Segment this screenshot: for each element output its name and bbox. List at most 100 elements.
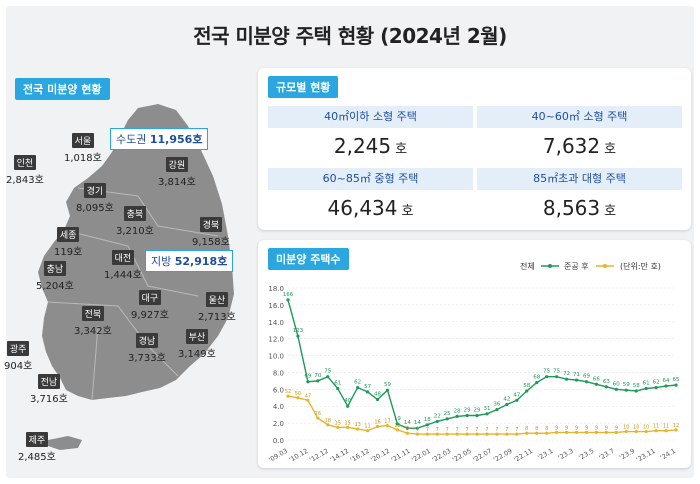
data-label-completed: 17 — [384, 419, 390, 425]
data-label-total: 75 — [324, 369, 331, 375]
x-tick-label: '22.07 — [472, 447, 494, 464]
point-total — [415, 426, 419, 430]
point-completed — [485, 432, 489, 436]
point-completed — [624, 429, 628, 434]
data-label-completed: 26 — [315, 411, 321, 417]
size-value-over85: 8,563 호 — [542, 196, 617, 220]
region-gangwon: 강원 3,814호 — [158, 157, 196, 188]
size-head-40to60: 40~60㎡ 소형 주택 — [477, 106, 682, 128]
data-label-total: 75 — [543, 369, 550, 375]
data-label-completed: 8 — [535, 426, 538, 432]
legend-total-label: 전체 — [520, 261, 535, 271]
point-total — [356, 386, 360, 390]
unit-note: (단위:만 호) — [620, 261, 661, 271]
point-completed — [465, 432, 469, 436]
region-jeonbuk: 전북 3,342호 — [74, 306, 112, 337]
data-label-total: 62 — [354, 380, 361, 386]
region-daegu: 대구 9,927호 — [131, 290, 169, 321]
data-label-total: 72 — [563, 371, 570, 377]
point-completed — [515, 432, 519, 436]
point-total — [365, 390, 370, 394]
data-label-completed: 7 — [515, 427, 518, 433]
unsold-housing-chart: 전체 준공 후 (단위:만 호) 0.0 2.0 4.0 6.0 8.0 10.0 12.0… — [267, 261, 680, 464]
point-completed — [574, 430, 579, 434]
data-label-completed: 15 — [345, 420, 351, 426]
data-label-total: 69 — [583, 374, 590, 380]
size-value-60to85: 46,434 호 — [327, 196, 414, 220]
point-completed — [455, 432, 459, 436]
point-completed — [296, 396, 300, 400]
data-label-total: 71 — [573, 372, 580, 378]
point-completed — [475, 432, 479, 436]
point-completed — [614, 430, 618, 434]
point-total — [336, 386, 340, 391]
point-total — [375, 397, 380, 402]
data-label-total: 25 — [444, 411, 451, 417]
x-tick-label: '21.11 — [390, 447, 412, 464]
data-label-completed: 11 — [364, 424, 370, 430]
point-total — [445, 417, 449, 421]
data-label-completed: 9 — [575, 425, 578, 431]
data-label-completed: 47 — [305, 393, 311, 399]
data-label-completed: 9 — [615, 425, 618, 431]
data-label-completed: 10 — [643, 425, 649, 431]
point-total — [674, 383, 678, 387]
data-label-total: 166 — [283, 292, 294, 298]
legend-completed-marker — [603, 264, 607, 268]
size-value-under40: 2,245 호 — [333, 134, 408, 158]
point-total — [465, 413, 469, 418]
data-label-total: 59 — [623, 382, 630, 388]
point-total — [385, 388, 390, 392]
size-panel: 규모별 현황 40㎡이하 소형 주택 40~60㎡ 소형 주택 2,245 호 7… — [258, 68, 691, 230]
data-label-completed: 7 — [465, 427, 468, 433]
data-label-completed: 11 — [663, 424, 669, 430]
point-total — [435, 419, 439, 424]
data-label-total: 18 — [424, 417, 431, 423]
y-tick-label: 10.0 — [268, 353, 284, 361]
data-label-total: 47 — [513, 392, 520, 398]
size-head-under40: 40㎡이하 소형 주택 — [268, 106, 473, 128]
region-ulsan: 울산 2,713호 — [198, 292, 236, 323]
data-label-total: 70 — [314, 373, 321, 379]
point-total — [654, 386, 658, 390]
data-label-completed: 7 — [446, 427, 449, 433]
y-tick-label: 8.0 — [273, 369, 284, 377]
y-tick-label: 0.0 — [273, 437, 284, 445]
point-total — [594, 382, 599, 386]
data-label-completed: 7 — [475, 427, 478, 433]
x-tick-label: '20.12 — [369, 447, 391, 464]
jeju-shape — [48, 436, 82, 450]
point-completed — [306, 398, 310, 402]
point-completed — [435, 432, 439, 436]
data-label-total: 60 — [613, 381, 620, 387]
data-label-total: 63 — [603, 379, 610, 385]
point-total — [495, 408, 499, 412]
data-label-total: 61 — [643, 380, 650, 386]
point-total — [634, 389, 638, 393]
data-label-completed: 9 — [565, 425, 568, 431]
y-tick-label: 16.0 — [268, 302, 284, 310]
point-total — [306, 380, 310, 384]
point-completed — [555, 430, 559, 434]
point-completed — [644, 429, 648, 434]
data-label-total: 57 — [364, 384, 371, 390]
region-gwangju: 광주 904호 — [4, 341, 32, 372]
point-total — [395, 422, 400, 426]
point-total — [405, 426, 409, 430]
data-label-total: 48 — [374, 391, 381, 397]
x-tick-label: '23.7 — [598, 447, 616, 462]
data-label-completed: 9 — [605, 425, 608, 431]
capital-area-callout: 수도권 11,956호 — [110, 128, 209, 150]
region-jeonnam: 전남 3,716호 — [30, 374, 68, 405]
region-jeju: 제주 2,485호 — [18, 432, 56, 463]
data-label-total: 29 — [474, 408, 481, 414]
y-tick-label: 14.0 — [268, 319, 284, 327]
point-completed — [654, 429, 658, 433]
point-total — [475, 413, 479, 418]
point-completed — [395, 428, 400, 432]
data-label-completed: 10 — [633, 425, 639, 431]
data-label-completed: 8 — [525, 426, 528, 432]
data-label-completed: 8 — [406, 426, 409, 432]
y-tick-label: 12.0 — [268, 336, 284, 344]
